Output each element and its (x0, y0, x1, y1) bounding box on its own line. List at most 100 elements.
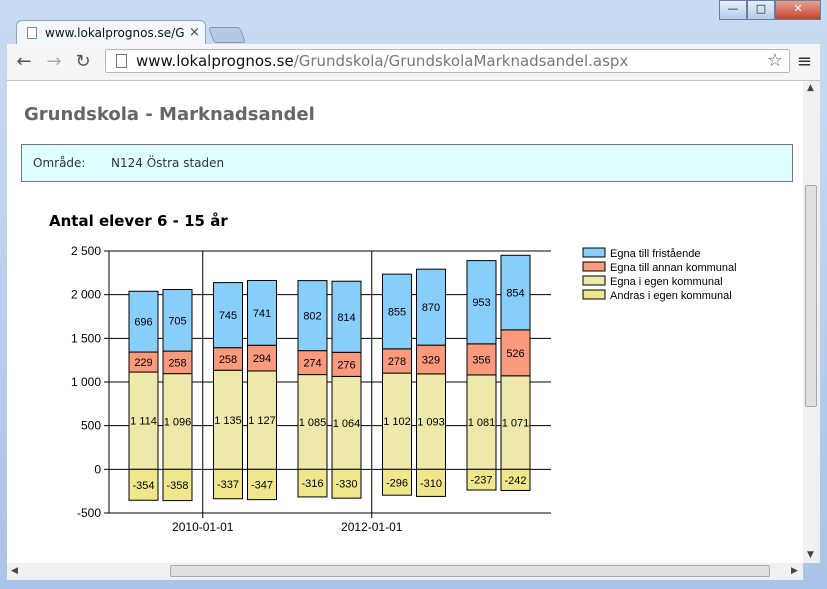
page-viewport: Grundskola - Marknadsandel Område: N124 … (7, 81, 803, 563)
bar-segment (500, 329, 531, 377)
back-icon[interactable]: ← (16, 51, 32, 72)
bar-segment (331, 468, 362, 499)
maximize-button[interactable]: □ (747, 0, 775, 20)
bar-segment (416, 468, 446, 497)
page-icon (116, 54, 127, 68)
tab-close-icon[interactable]: × (189, 25, 200, 40)
vertical-scroll-thumb[interactable] (805, 185, 817, 407)
bar-segment (416, 268, 446, 346)
data-label: -347 (251, 479, 273, 491)
y-tick-label: -500 (77, 506, 101, 520)
close-button[interactable]: ✕ (775, 0, 821, 20)
bar-segment (382, 348, 412, 374)
data-label: 854 (506, 288, 524, 300)
reload-icon[interactable]: ↻ (75, 51, 91, 72)
data-label: -330 (335, 479, 357, 491)
data-label: 870 (422, 302, 440, 314)
y-tick-label: 500 (81, 419, 101, 433)
data-label: 274 (303, 358, 321, 370)
new-tab-button[interactable] (208, 27, 246, 43)
data-label: -242 (504, 475, 526, 487)
chart-title: Antal elever 6 - 15 år (49, 212, 228, 230)
bar-segment (382, 468, 412, 496)
data-label: 802 (303, 311, 321, 323)
area-label: Område: (33, 156, 86, 170)
bar-segment (331, 280, 362, 353)
forward-icon[interactable]: → (46, 51, 62, 72)
bar-segment (297, 280, 328, 352)
data-label: 953 (472, 297, 490, 309)
bar-segment (162, 289, 193, 352)
bar-segment (128, 290, 159, 353)
data-label: -358 (166, 480, 188, 492)
browser-toolbar: ← → ↻ www.lokalprognos.se/Grundskola/Gru… (7, 44, 820, 81)
bar-segment (500, 375, 531, 470)
data-label: 855 (388, 306, 406, 318)
bar-segment (247, 468, 277, 501)
vertical-scrollbar[interactable]: ▲ ▼ (803, 81, 820, 563)
bar-segment (297, 468, 328, 498)
bar-segment (247, 280, 277, 346)
legend-swatch (582, 261, 606, 272)
data-label: 1 064 (333, 418, 361, 430)
scroll-down-icon[interactable]: ▼ (807, 550, 814, 560)
minimize-button[interactable]: — (719, 0, 747, 20)
page-title: Grundskola - Marknadsandel (24, 104, 315, 125)
data-label: 814 (337, 312, 355, 324)
data-label: 1 093 (417, 417, 445, 429)
bookmark-star-icon[interactable]: ☆ (766, 50, 783, 71)
stacked-bar-chart: -500 0 500 1 000 1 500 2 000 2 500 2010-01-01 20… (71, 244, 737, 534)
scroll-left-icon[interactable]: ◀ (11, 566, 18, 576)
bar-segment (500, 254, 531, 331)
legend-swatch (582, 275, 606, 286)
menu-icon[interactable]: ≡ (796, 51, 812, 72)
data-label: 1 081 (468, 417, 496, 429)
y-tick-label: 2 500 (71, 244, 101, 258)
bar-segment (382, 273, 412, 350)
x-tick-label: 2010-01-01 (172, 520, 234, 534)
legend-label: Andras i egen kommunal (610, 290, 732, 302)
data-label: 278 (388, 356, 406, 368)
browser-tab[interactable]: www.lokalprognos.se/Gru × (16, 20, 206, 45)
horizontal-scroll-thumb[interactable] (170, 565, 770, 577)
horizontal-scrollbar[interactable]: ◀ ▶ (7, 563, 803, 580)
data-label: 1 127 (248, 415, 276, 427)
area-box: Område: N124 Östra staden (21, 144, 793, 182)
data-label: 1 102 (383, 416, 411, 428)
bar-segment (466, 468, 497, 491)
data-label: -310 (420, 478, 442, 490)
scroll-up-icon[interactable]: ▲ (807, 83, 814, 93)
data-label: -316 (301, 478, 323, 490)
data-label: 696 (134, 317, 152, 329)
data-label: 1 085 (299, 417, 327, 429)
bar-segment (128, 371, 159, 470)
legend-swatch (582, 247, 606, 258)
bar-segment (213, 468, 243, 500)
address-bar[interactable]: www.lokalprognos.se/Grundskola/Grundskol… (105, 49, 790, 73)
bar-segment (213, 282, 243, 349)
bar-segment (416, 373, 446, 470)
page-icon (27, 27, 37, 39)
y-tick-label: 1 000 (71, 375, 101, 389)
bar-segment (162, 468, 193, 502)
bar-segment (416, 344, 446, 375)
data-label: -337 (217, 479, 239, 491)
data-label: 294 (253, 353, 271, 365)
bar-segment (466, 260, 497, 345)
data-label: 258 (168, 357, 186, 369)
bar-segment (247, 370, 277, 470)
legend-swatch (582, 289, 606, 300)
tab-title: www.lokalprognos.se/Gru (45, 26, 185, 40)
data-label: 356 (472, 354, 490, 366)
data-label: 229 (134, 357, 152, 369)
y-tick-label: 2 000 (71, 288, 101, 302)
data-label: -354 (132, 480, 154, 492)
window-controls: — □ ✕ (719, 0, 821, 20)
data-label: 526 (506, 348, 524, 360)
scroll-right-icon[interactable]: ▶ (791, 566, 798, 576)
data-label: 329 (422, 355, 440, 367)
bar-segment (500, 468, 531, 491)
y-tick-label: 1 500 (71, 331, 101, 345)
data-label: 741 (253, 308, 271, 320)
